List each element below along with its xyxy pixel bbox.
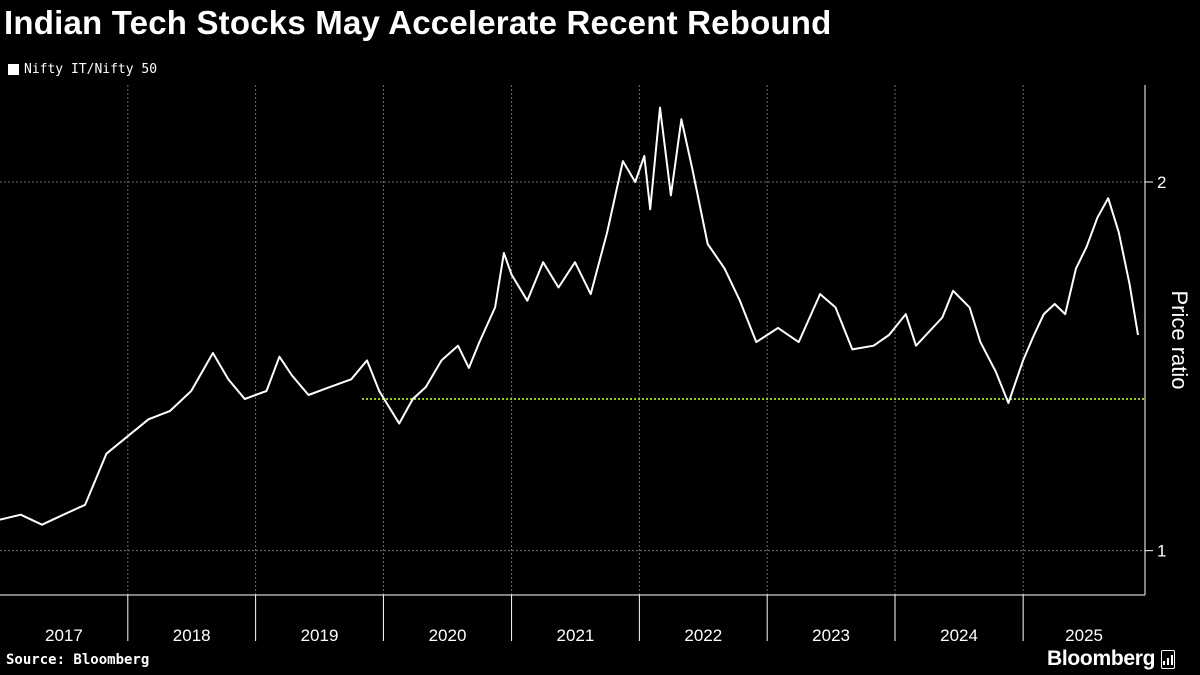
x-tick-label: 2020 — [429, 626, 467, 645]
x-tick-label: 2017 — [45, 626, 83, 645]
x-tick-label: 2022 — [684, 626, 722, 645]
source-note: Source: Bloomberg — [6, 652, 150, 668]
legend-label: Nifty IT/Nifty 50 — [24, 62, 158, 77]
brand-logo: Bloomberg — [1047, 647, 1176, 671]
y-tick-label: 2 — [1157, 173, 1166, 192]
x-tick-label: 2021 — [557, 626, 595, 645]
y-axis-label: Price ratio — [1167, 290, 1192, 389]
legend-swatch — [8, 64, 19, 75]
legend: Nifty IT/Nifty 50 — [8, 62, 157, 77]
x-tick-label: 2025 — [1065, 626, 1103, 645]
series-line — [0, 106, 1139, 526]
x-tick-label: 2019 — [301, 626, 339, 645]
chart-title: Indian Tech Stocks May Accelerate Recent… — [4, 4, 832, 41]
x-tick-label: 2023 — [812, 626, 850, 645]
x-tick-label: 2018 — [173, 626, 211, 645]
x-tick-label: 2024 — [940, 626, 978, 645]
brand-name: Bloomberg — [1047, 647, 1156, 670]
y-tick-label: 1 — [1157, 542, 1166, 561]
bars-icon — [1161, 649, 1176, 669]
